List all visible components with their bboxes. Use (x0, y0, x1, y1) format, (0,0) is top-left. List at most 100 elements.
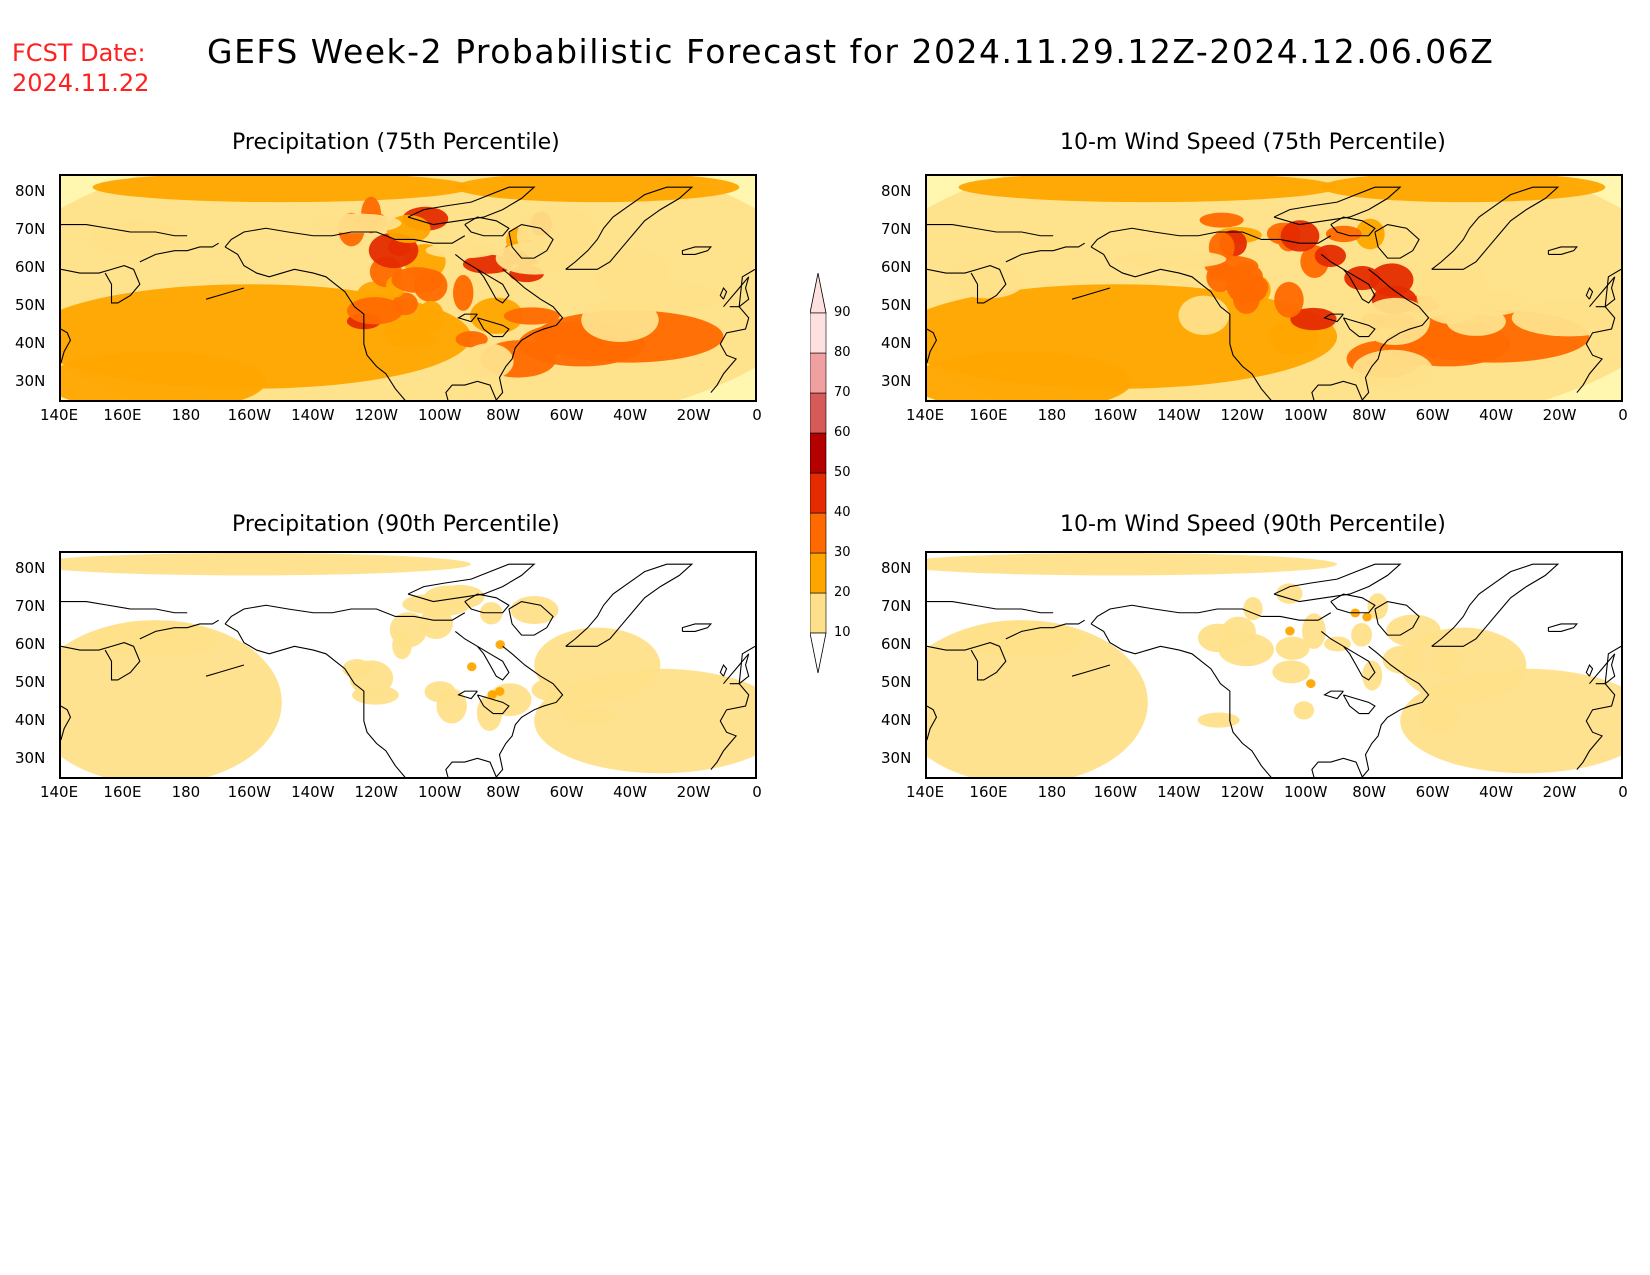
lon-tick-label: 140E (39, 783, 79, 801)
probability-contour (1280, 220, 1320, 252)
probability-contour (1115, 249, 1227, 269)
coastline (457, 690, 478, 700)
colorbar-segment (810, 472, 827, 514)
coastline (927, 642, 1007, 681)
probability-contour (958, 620, 1085, 658)
probability-contour (389, 612, 427, 648)
lat-tick-label: 40N (881, 711, 912, 729)
coastline (1361, 268, 1430, 400)
coastline (508, 600, 554, 636)
lon-tick-label: 160W (227, 406, 272, 424)
coastline (139, 619, 219, 640)
coastline (927, 328, 938, 364)
lon-tick-label: 140W (291, 406, 335, 424)
probability-contour (1431, 648, 1463, 678)
probability-contour (453, 274, 474, 311)
coastline (495, 645, 564, 777)
coastline (1090, 246, 1272, 400)
panel-title-precip-90: Precipitation (90th Percentile) (232, 512, 560, 537)
probability-contour (61, 351, 267, 400)
map-panel-precip-75 (59, 174, 757, 402)
colorbar (810, 273, 827, 674)
map-panel-wind-75 (925, 174, 1623, 402)
probability-contour (467, 662, 477, 672)
lon-tick-label: 160W (227, 783, 272, 801)
probability-contour (61, 620, 282, 777)
probability-contour (92, 176, 472, 203)
lon-tick-label: 180 (1037, 406, 1067, 424)
probability-contour (92, 620, 219, 658)
coastline (495, 268, 564, 400)
probability-contour (1199, 212, 1244, 228)
lon-tick-label: 160W (1093, 406, 1138, 424)
lon-tick-label: 140W (1157, 406, 1201, 424)
coastline (1342, 317, 1376, 338)
coastline (723, 276, 750, 308)
probability-contour (948, 261, 1026, 299)
coastline (723, 653, 750, 685)
probability-contour (436, 584, 485, 609)
probability-contour (1272, 660, 1310, 684)
lon-tick-label: 100W (417, 406, 462, 424)
probability-contour (1178, 295, 1230, 336)
probability-contour (61, 553, 472, 576)
probability-contour (1511, 299, 1621, 337)
lat-tick-label: 70N (881, 597, 912, 615)
colorbar-segment (810, 552, 827, 594)
coastline (454, 630, 510, 681)
probability-contour (1351, 622, 1373, 647)
probability-contour (629, 281, 721, 312)
coastline (457, 313, 478, 323)
coastline (927, 265, 1007, 304)
colorbar-segment (810, 312, 827, 354)
probability-contour (1285, 626, 1295, 636)
probability-contour (927, 553, 1338, 576)
coastline (1547, 246, 1579, 255)
main-title: GEFS Week-2 Probabilistic Forecast for 2… (207, 32, 1495, 71)
probability-contour (1218, 633, 1274, 667)
lat-tick-label: 70N (15, 597, 46, 615)
probability-contour (1419, 702, 1461, 733)
coastline (927, 600, 1054, 614)
coastline (681, 623, 713, 632)
probability-contour (347, 297, 404, 325)
probability-contour (1360, 297, 1430, 345)
lon-tick-label: 60W (1415, 406, 1450, 424)
coastline (565, 186, 694, 270)
lon-tick-label: 40W (1479, 406, 1514, 424)
lon-tick-label: 120W (1220, 783, 1264, 801)
coastline (407, 563, 536, 603)
lon-tick-label: 20W (1542, 406, 1577, 424)
lon-tick-label: 140E (905, 406, 945, 424)
lon-tick-label: 160E (103, 783, 142, 801)
probability-contour (1382, 645, 1424, 674)
coastline (1374, 600, 1420, 636)
probability-contour (309, 213, 402, 234)
lat-tick-label: 30N (881, 749, 912, 767)
coastline (1576, 645, 1621, 770)
probability-contour (487, 690, 497, 700)
coastline (61, 705, 72, 741)
coastline (1323, 313, 1344, 323)
coastline (1320, 630, 1376, 681)
lon-tick-label: 40W (613, 783, 648, 801)
coastline (224, 246, 406, 400)
colorbar-label: 20 (834, 585, 851, 600)
lon-tick-label: 140W (291, 783, 335, 801)
lon-tick-label: 160E (103, 406, 142, 424)
lon-tick-label: 180 (171, 783, 201, 801)
lat-tick-label: 30N (15, 749, 46, 767)
lon-tick-label: 40W (613, 406, 648, 424)
lat-tick-label: 60N (881, 258, 912, 276)
lat-tick-label: 30N (881, 372, 912, 390)
probability-contour (1302, 613, 1326, 650)
coastline (61, 223, 188, 237)
lat-tick-label: 70N (881, 220, 912, 238)
lon-tick-label: 100W (417, 783, 462, 801)
lon-tick-label: 60W (1415, 783, 1450, 801)
probability-contour (1386, 614, 1441, 647)
lon-tick-label: 160E (969, 406, 1008, 424)
lon-tick-label: 20W (1542, 783, 1577, 801)
coastline (1273, 563, 1402, 603)
lon-tick-label: 0 (752, 783, 762, 801)
